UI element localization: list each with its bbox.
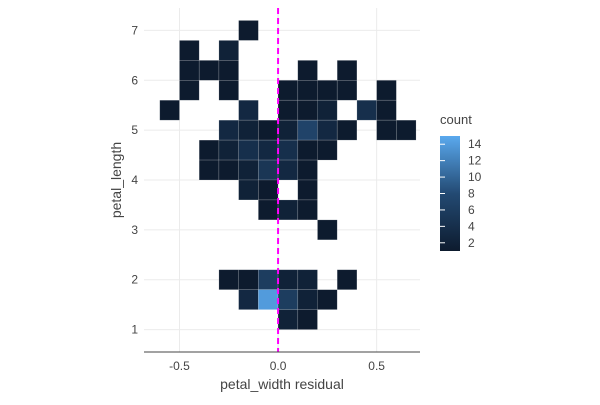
heatmap-cell <box>277 79 299 101</box>
heatmap-cell <box>258 119 279 141</box>
colorbar-tick-label: 14 <box>468 137 482 151</box>
heatmap-cell <box>317 289 338 310</box>
heatmap-cell <box>317 99 338 121</box>
x-axis-title: petal_width residual <box>220 376 344 392</box>
heatmap-cell <box>376 119 397 141</box>
heatmap-cell <box>277 289 299 310</box>
heatmap-cell <box>179 79 200 101</box>
heatmap-cell <box>198 159 220 181</box>
y-axis-title: petal_length <box>108 142 124 218</box>
heatmap-cell <box>218 40 239 61</box>
heatmap-cell <box>317 119 338 141</box>
heatmap-cell <box>218 119 239 141</box>
heatmap-cell <box>297 79 318 101</box>
heatmap-cell <box>277 309 299 330</box>
heatmap-cell <box>238 139 259 161</box>
heatmap-cell <box>218 159 239 181</box>
colorbar-tick-label: 2 <box>468 236 475 250</box>
colorbar-tick-label: 12 <box>468 154 482 168</box>
colorbar-bar <box>440 136 460 251</box>
heatmap-cells <box>159 20 417 330</box>
heatmap-cell <box>376 79 397 101</box>
heatmap-cell <box>238 269 259 290</box>
y-tick-label: 1 <box>131 323 138 337</box>
heatmap-cell <box>258 139 279 161</box>
heatmap-cell <box>258 269 279 290</box>
colorbar-tick-label: 6 <box>468 203 475 217</box>
heatmap-cell <box>356 99 377 121</box>
heatmap-cell <box>277 269 299 290</box>
heatmap-cell <box>336 79 358 101</box>
colorbar-tick-label: 10 <box>468 170 482 184</box>
heatmap-cell <box>258 159 279 181</box>
heatmap-cell <box>238 20 259 41</box>
heatmap-cell <box>297 179 318 201</box>
heatmap-cell <box>277 159 299 181</box>
heatmap-cell <box>336 269 358 290</box>
heatmap-cell <box>317 139 338 161</box>
heatmap-cell <box>297 139 318 161</box>
heatmap-cell <box>297 199 318 221</box>
heatmap-cell <box>297 60 318 81</box>
heatmap-cell <box>376 99 397 121</box>
heatmap-cell <box>317 79 338 101</box>
heatmap-cell <box>238 119 259 141</box>
colorbar-title: count <box>440 112 472 127</box>
heatmap-cell <box>297 289 318 310</box>
heatmap-cell <box>238 179 259 201</box>
colorbar-tick-label: 4 <box>468 219 475 233</box>
axes: -0.5 0.0 0.5 1 2 3 4 5 6 7 <box>131 23 420 373</box>
heatmap-cell <box>198 139 220 161</box>
heatmap-cell <box>297 269 318 290</box>
x-tick-label: -0.5 <box>169 359 190 373</box>
y-tick-label: 6 <box>131 73 138 87</box>
heatmap-cell <box>218 269 239 290</box>
heatmap-cell <box>297 99 318 121</box>
heatmap-cell <box>238 159 259 181</box>
y-tick-label: 3 <box>131 223 138 237</box>
colorbar: count 2 4 6 8 10 12 14 <box>440 112 482 251</box>
heatmap-cell <box>396 119 417 141</box>
heatmap-cell <box>317 219 338 241</box>
heatmap-cell <box>218 79 239 101</box>
y-tick-label: 5 <box>131 123 138 137</box>
heatmap-cell <box>258 199 279 221</box>
heatmap-cell <box>179 60 200 81</box>
heatmap-cell <box>238 289 259 310</box>
heatmap-cell <box>297 309 318 330</box>
heatmap-cell <box>277 199 299 221</box>
heatmap-cell <box>218 139 239 161</box>
heatmap-cell <box>258 179 279 201</box>
colorbar-tick-label: 8 <box>468 187 475 201</box>
heatmap-cell <box>218 60 239 81</box>
heatmap-cell <box>297 119 318 141</box>
heatmap-cell <box>277 99 299 121</box>
heatmap-cell <box>297 159 318 181</box>
heatmap-cell <box>277 139 299 161</box>
x-tick-label: 0.0 <box>270 359 287 373</box>
y-tick-label: 7 <box>131 23 138 37</box>
heatmap-cell <box>198 60 220 81</box>
heatmap-cell <box>238 99 259 121</box>
y-tick-label: 4 <box>131 173 138 187</box>
heatmap-cell <box>336 119 358 141</box>
y-tick-label: 2 <box>131 273 138 287</box>
heatmap-cell <box>179 40 200 61</box>
heatmap-cell <box>277 119 299 141</box>
heatmap-cell <box>336 60 358 81</box>
heatmap-cell <box>159 99 180 121</box>
x-tick-label: 0.5 <box>368 359 385 373</box>
heatmap-cell <box>258 289 279 310</box>
